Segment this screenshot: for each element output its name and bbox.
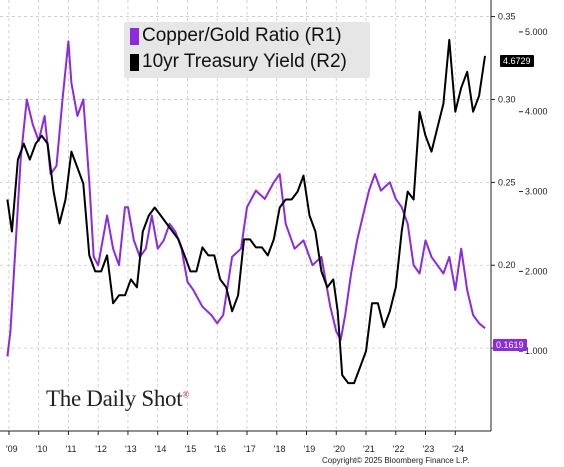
- x-tick-label: '19: [304, 444, 316, 454]
- x-tick-label: '23: [423, 444, 435, 454]
- copper-gold-ratio-line: [6, 40, 486, 357]
- watermark-text: The Daily Shot: [46, 386, 183, 411]
- x-tick-label: '20: [333, 444, 345, 454]
- legend-item-yield: 10yr Treasury Yield (R2): [130, 51, 347, 73]
- x-tick-label: '17: [244, 444, 256, 454]
- x-tick-label: '16: [214, 444, 226, 454]
- x-tick-label: '11: [65, 444, 76, 454]
- x-tick-label: '21: [363, 444, 375, 454]
- ratio-last-value-badge: 0.1619: [493, 339, 527, 351]
- legend-swatch-ratio: [130, 27, 139, 45]
- r2-tick-label: 5.000: [525, 27, 548, 37]
- x-tick-label: '09: [6, 444, 18, 454]
- r2-tick-label: 2.000: [525, 266, 548, 276]
- x-tick-label: '15: [184, 444, 196, 454]
- legend-swatch-yield: [130, 53, 139, 71]
- r1-tick-label: 0.30: [498, 94, 516, 104]
- yield-last-value-badge: 4.6729: [500, 55, 534, 67]
- x-tick-label: '22: [393, 444, 405, 454]
- x-tick-label: '10: [36, 444, 48, 454]
- copyright-text: Copyright© 2025 Bloomberg Finance L.P.: [322, 456, 470, 465]
- r1-tick-label: 0.25: [498, 177, 516, 187]
- legend: Copper/Gold Ratio (R1) 10yr Treasury Yie…: [124, 22, 370, 78]
- legend-label-yield: 10yr Treasury Yield (R2): [142, 51, 347, 72]
- x-tick-label: '12: [95, 444, 107, 454]
- legend-item-ratio: Copper/Gold Ratio (R1): [130, 25, 342, 47]
- grid: [0, 0, 491, 431]
- treasury-yield-line: [6, 38, 486, 385]
- registered-mark-icon: ®: [182, 389, 189, 400]
- r2-tick-label: 4.000: [525, 107, 548, 117]
- x-tick-label: '24: [452, 444, 464, 454]
- r1-tick-label: 0.35: [498, 12, 516, 22]
- x-tick-label: '13: [125, 444, 137, 454]
- series-group: [6, 38, 486, 385]
- x-tick-label: '18: [274, 444, 286, 454]
- r2-tick-label: 1.000: [525, 346, 548, 356]
- legend-label-ratio: Copper/Gold Ratio (R1): [142, 25, 342, 46]
- r1-tick-label: 0.20: [498, 260, 516, 270]
- r2-tick-label: 3.000: [525, 187, 548, 197]
- watermark-logo: The Daily Shot®: [46, 386, 189, 412]
- x-tick-label: '14: [155, 444, 167, 454]
